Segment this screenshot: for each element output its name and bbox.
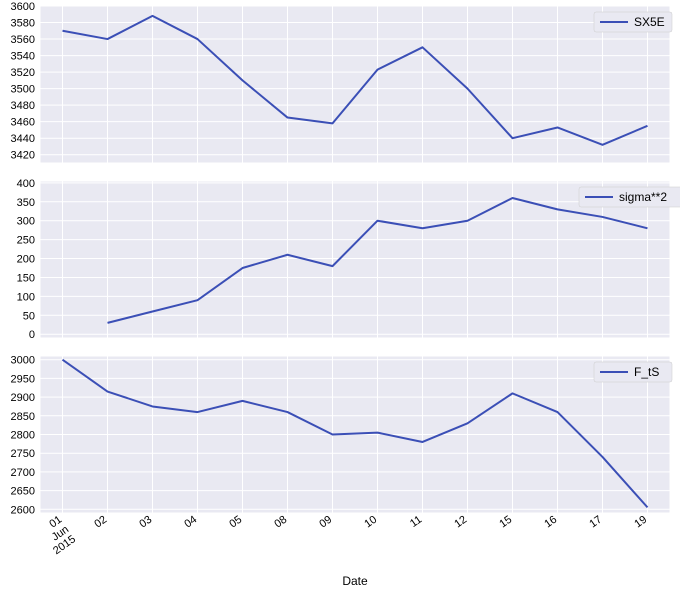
x-tick-label-line: 15 — [497, 514, 514, 531]
y-tick-label: 50 — [23, 310, 35, 322]
x-tick-label-line: 11 — [408, 514, 424, 530]
y-tick-label: 300 — [17, 216, 35, 228]
x-tick-label: 09 — [317, 514, 334, 531]
legend-label: sigma**2 — [619, 190, 667, 204]
x-tick-label: 15 — [497, 514, 514, 531]
x-tick-label: 11 — [408, 514, 424, 530]
y-tick-label: 2700 — [11, 467, 35, 479]
y-tick-label: 350 — [17, 197, 35, 209]
y-tick-label: 3460 — [11, 117, 35, 129]
x-tick-label: 05 — [227, 514, 244, 531]
fts-panel: 2600 2650 2700 2750 2800 2850 2900 2950 3000 F_tS — [11, 355, 672, 517]
x-tick-label-line: 08 — [272, 514, 289, 531]
x-tick-label: 16 — [542, 514, 559, 531]
x-tick-label: 02 — [92, 514, 109, 531]
y-tick-label: 150 — [17, 272, 35, 284]
x-tick-label-line: 19 — [632, 514, 649, 531]
x-tick-label: 17 — [587, 514, 604, 531]
y-tick-label: 2900 — [11, 392, 35, 404]
x-tick-label-line: 10 — [362, 514, 379, 531]
y-tick-label: 2950 — [11, 373, 35, 385]
y-tick-label: 0 — [29, 329, 35, 341]
x-tick-label-line: 09 — [317, 514, 334, 531]
x-axis-label: Date — [342, 574, 368, 588]
x-tick-label-line: 02 — [92, 514, 109, 531]
x-tick-label: 12 — [452, 514, 469, 531]
y-tick-label: 3520 — [11, 67, 35, 79]
y-tick-label: 250 — [17, 235, 35, 247]
y-tick-label: 2650 — [11, 486, 35, 498]
time-series-chart: 3420344034603480350035203540356035803600… — [0, 0, 680, 600]
y-tick-label: 2750 — [11, 448, 35, 460]
x-tick-label: 10 — [362, 514, 379, 531]
y-tick-label: 3480 — [11, 100, 35, 112]
legend-label: F_tS — [634, 365, 659, 379]
y-tick-label: 200 — [17, 254, 35, 266]
y-tick-label: 3560 — [11, 34, 35, 46]
y-tick-label: 100 — [17, 291, 35, 303]
x-tick-label-line: 04 — [182, 514, 199, 531]
y-tick-label: 3440 — [11, 133, 35, 145]
x-tick-label: 04 — [182, 514, 199, 531]
y-tick-label: 3580 — [11, 18, 35, 30]
x-tick-label: 08 — [272, 514, 289, 531]
legend: F_tS — [594, 362, 672, 382]
sx5e-panel: 3420 3440 3460 3480 3500 3520 3540 3560 3580 3600… — [11, 1, 672, 163]
x-tick-label-line: 05 — [227, 514, 244, 531]
y-tick-label: 400 — [17, 178, 35, 190]
y-tick-label: 3540 — [11, 51, 35, 63]
x-tick-label-line: 16 — [542, 514, 559, 531]
x-tick-label-line: 17 — [587, 514, 604, 531]
y-tick-label: 3500 — [11, 84, 35, 96]
x-tick-label-line: 12 — [452, 514, 469, 531]
y-tick-label: 2850 — [11, 411, 35, 423]
legend: SX5E — [594, 12, 672, 32]
sigma2-panel: 0 50 100 150 200 250 300 350 400 sigma**2 — [17, 178, 680, 341]
legend-label: SX5E — [634, 15, 665, 29]
x-tick-label: 01Jun2015 — [37, 514, 78, 558]
y-tick-label: 3600 — [11, 1, 35, 13]
x-tick-label-line: 03 — [137, 514, 154, 531]
panel-background — [40, 6, 670, 163]
x-tick-label: 19 — [632, 514, 649, 531]
y-tick-label: 2600 — [11, 504, 35, 516]
y-tick-label: 3420 — [11, 150, 35, 162]
x-tick-label: 03 — [137, 514, 154, 531]
y-tick-label: 2800 — [11, 430, 35, 442]
panel-background — [40, 181, 670, 338]
y-tick-label: 3000 — [11, 355, 35, 367]
legend: sigma**2 — [579, 187, 680, 207]
